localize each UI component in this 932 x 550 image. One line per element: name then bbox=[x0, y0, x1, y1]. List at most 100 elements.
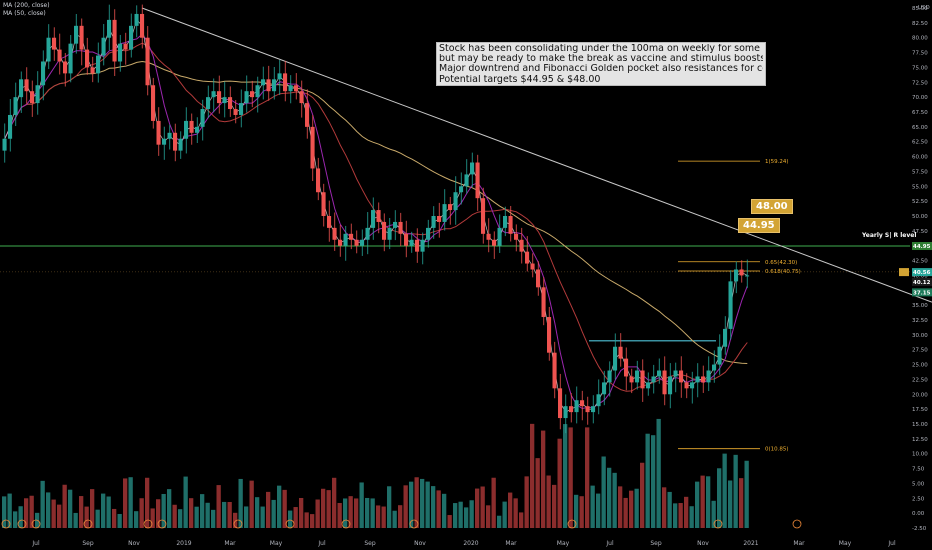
candle-body bbox=[525, 251, 530, 264]
current-price-label: 40.56 bbox=[913, 270, 931, 276]
candle-body bbox=[431, 216, 436, 228]
x-tick-label: Jul bbox=[887, 540, 896, 547]
fib-level-label: 0.65(42.30) bbox=[765, 260, 797, 266]
volume-bar bbox=[420, 478, 425, 528]
candle-body bbox=[459, 186, 464, 193]
volume-bar bbox=[161, 493, 166, 528]
candle-body bbox=[646, 382, 651, 389]
candle-body bbox=[13, 97, 18, 115]
volume-bar bbox=[200, 494, 205, 528]
x-tick-label: Sep bbox=[82, 540, 94, 547]
volume-bar bbox=[744, 460, 749, 528]
y-tick-label: 65.00 bbox=[912, 125, 928, 131]
y-tick-label: 42.50 bbox=[912, 259, 928, 265]
volume-bar bbox=[51, 499, 56, 528]
candle-body bbox=[728, 281, 733, 329]
y-tick-label: 72.50 bbox=[912, 80, 928, 86]
volume-bar bbox=[106, 496, 111, 528]
candle-body bbox=[277, 73, 282, 80]
volume-bar bbox=[2, 496, 7, 528]
volume-bar bbox=[304, 512, 309, 528]
candle-body bbox=[244, 91, 249, 104]
volume-bar bbox=[480, 486, 485, 528]
event-icon bbox=[143, 519, 153, 529]
volume-bar bbox=[271, 499, 276, 528]
x-tick-label: Mar bbox=[224, 540, 236, 547]
candle-body bbox=[24, 79, 29, 92]
candle-body bbox=[365, 227, 370, 240]
y-tick-label: 17.50 bbox=[912, 407, 928, 413]
volume-bar bbox=[409, 481, 414, 528]
volume-bar bbox=[370, 498, 375, 528]
volume-bar bbox=[227, 501, 232, 528]
candle-body bbox=[261, 79, 266, 86]
candle-body bbox=[723, 328, 728, 347]
ma200-legend: MA (200, close) bbox=[3, 2, 50, 9]
candle-body bbox=[35, 85, 40, 104]
volume-bar bbox=[46, 492, 51, 528]
yearly-price-label: 44.95 bbox=[913, 244, 931, 250]
volume-bar bbox=[282, 489, 287, 528]
candle-body bbox=[338, 239, 343, 246]
candle-body bbox=[233, 109, 238, 115]
candle-body bbox=[123, 43, 128, 50]
volume-bar bbox=[79, 496, 84, 528]
candle-body bbox=[547, 317, 552, 353]
candle-body bbox=[387, 227, 392, 240]
target-48-tag[interactable]: 48.00 bbox=[751, 199, 793, 214]
volume-bar bbox=[678, 503, 683, 528]
candle-body bbox=[79, 25, 84, 50]
candle-body bbox=[596, 394, 601, 407]
candle-body bbox=[112, 19, 117, 62]
candle-body bbox=[156, 120, 161, 145]
candle-body bbox=[690, 382, 695, 389]
annotation-note[interactable]: Stock has been consolidating under the 1… bbox=[436, 42, 766, 86]
candle-body bbox=[519, 239, 524, 252]
candle-body bbox=[68, 43, 73, 74]
candle-body bbox=[481, 198, 486, 234]
y-tick-label: 55.00 bbox=[912, 184, 928, 190]
candle-body bbox=[464, 174, 469, 187]
candle-body bbox=[629, 376, 634, 383]
y-tick-label: 32.50 bbox=[912, 318, 928, 324]
candle-body bbox=[101, 37, 106, 56]
y-tick-label: 20.00 bbox=[912, 392, 928, 398]
event-icon bbox=[567, 519, 577, 529]
volume-bar bbox=[733, 454, 738, 528]
candle-body bbox=[739, 269, 744, 276]
volume-bar bbox=[398, 505, 403, 528]
y-tick-label: 60.00 bbox=[912, 155, 928, 161]
candle-body bbox=[580, 400, 585, 407]
candle-body bbox=[717, 346, 722, 365]
volume-bar bbox=[728, 480, 733, 528]
fib-tag-marker bbox=[899, 268, 909, 277]
volume-bar bbox=[508, 492, 513, 528]
candle-body bbox=[492, 239, 497, 246]
volume-bar bbox=[618, 486, 623, 528]
candle-body bbox=[673, 370, 678, 377]
volume-bar bbox=[359, 482, 364, 528]
fib-level-label: 1(59.24) bbox=[765, 159, 789, 165]
volume-bar bbox=[546, 475, 551, 528]
candle-body bbox=[294, 85, 299, 92]
volume-bar bbox=[139, 498, 144, 528]
event-icon bbox=[713, 519, 723, 529]
y-tick-label: 0.00 bbox=[912, 511, 925, 517]
volume-bar bbox=[717, 468, 722, 528]
candle-body bbox=[409, 239, 414, 246]
volume-bar bbox=[596, 493, 601, 528]
volume-bar bbox=[332, 477, 337, 528]
candle-body bbox=[343, 233, 348, 246]
volume-bar bbox=[293, 507, 298, 528]
volume-bar bbox=[387, 486, 392, 528]
y-tick-label: 47.50 bbox=[912, 229, 928, 235]
candle-body bbox=[563, 406, 568, 419]
target-4495-tag[interactable]: 44.95 bbox=[738, 218, 780, 233]
volume-bar bbox=[673, 503, 678, 528]
candle-body bbox=[514, 233, 519, 240]
candle-body bbox=[211, 91, 216, 98]
y-tick-label: 85.00 bbox=[912, 6, 928, 12]
candle-body bbox=[558, 388, 563, 419]
volume-bar bbox=[656, 418, 661, 528]
